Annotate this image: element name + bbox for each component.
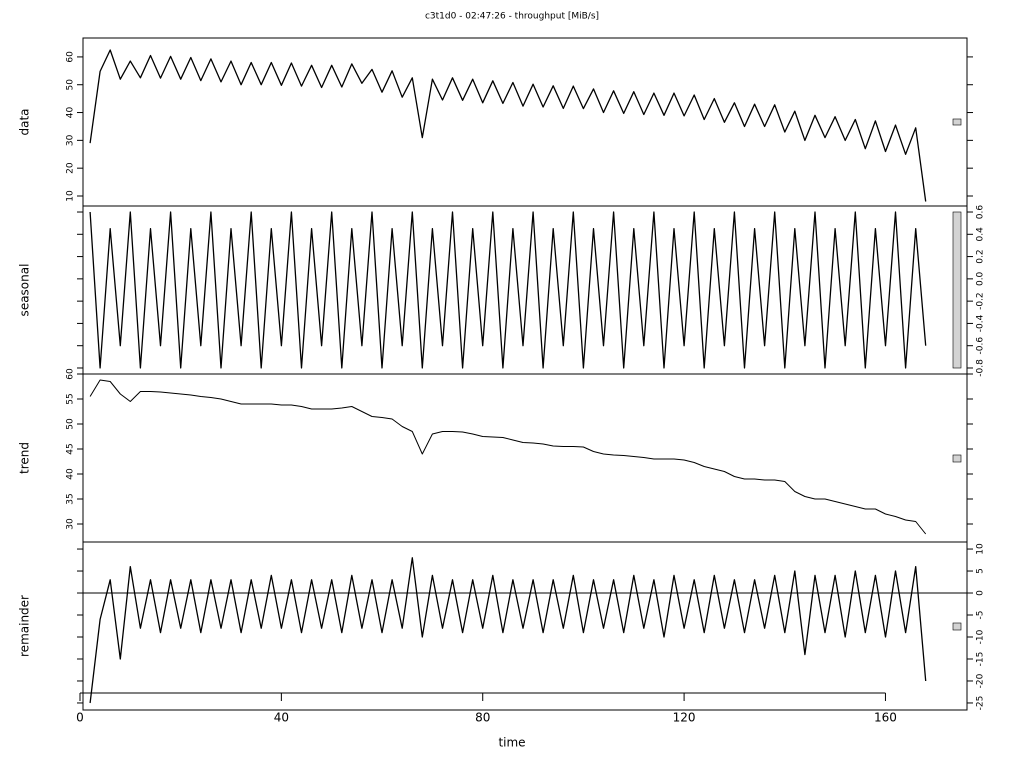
y-tick-label: -0.4 bbox=[976, 314, 986, 332]
y-tick-label: 0.4 bbox=[976, 227, 986, 242]
y-tick-label: 60 bbox=[66, 51, 76, 63]
chart-title: c3t1d0 - 02:47:26 - throughput [MiB/s] bbox=[425, 12, 599, 22]
y-tick-label: -5 bbox=[976, 611, 986, 620]
y-tick-label: -10 bbox=[976, 629, 986, 644]
x-tick-label: 0 bbox=[76, 711, 84, 725]
y-tick-label: 45 bbox=[66, 443, 76, 454]
y-tick-label: 0.6 bbox=[976, 205, 986, 220]
series-line bbox=[89, 211, 927, 369]
y-tick-label: 60 bbox=[66, 368, 76, 380]
y-tick-label: 20 bbox=[66, 162, 76, 174]
range-bar bbox=[952, 622, 962, 631]
x-tick-label: 160 bbox=[874, 711, 897, 725]
series-line bbox=[89, 49, 927, 202]
y-axis-label: data bbox=[18, 108, 32, 135]
y-tick-label: -15 bbox=[976, 652, 986, 667]
y-tick-label: -0.6 bbox=[976, 337, 986, 355]
range-bar bbox=[952, 454, 962, 463]
y-tick-label: 35 bbox=[66, 493, 76, 504]
y-tick-label: 0 bbox=[976, 590, 986, 596]
series-line bbox=[89, 557, 927, 704]
y-tick-label: 5 bbox=[976, 568, 986, 574]
y-tick-label: 30 bbox=[66, 134, 76, 146]
y-axis-label: trend bbox=[18, 442, 32, 474]
x-axis-label: time bbox=[498, 736, 525, 750]
y-tick-label: -20 bbox=[976, 673, 986, 688]
y-tick-label: -0.2 bbox=[976, 292, 986, 310]
y-tick-label: 0.2 bbox=[976, 249, 986, 263]
series-line bbox=[89, 379, 927, 535]
y-tick-label: 40 bbox=[66, 468, 76, 480]
y-tick-label: -25 bbox=[976, 696, 986, 711]
panel-frame bbox=[82, 541, 968, 711]
y-tick-label: 50 bbox=[66, 79, 76, 91]
range-bar bbox=[952, 118, 962, 126]
y-tick-label: 50 bbox=[66, 418, 76, 430]
y-tick-label: 55 bbox=[66, 393, 76, 404]
x-tick-label: 120 bbox=[673, 711, 696, 725]
y-tick-label: 10 bbox=[66, 190, 76, 202]
y-tick-label: 10 bbox=[976, 543, 986, 555]
y-tick-label: -0.8 bbox=[976, 359, 986, 377]
y-axis-label: remainder bbox=[18, 595, 32, 657]
x-tick-label: 80 bbox=[475, 711, 490, 725]
x-tick-label: 40 bbox=[274, 711, 289, 725]
range-bar bbox=[952, 211, 962, 369]
y-tick-label: 0.0 bbox=[976, 271, 986, 286]
y-tick-label: 30 bbox=[66, 518, 76, 530]
y-tick-label: 40 bbox=[66, 107, 76, 119]
y-axis-label: seasonal bbox=[18, 264, 32, 317]
